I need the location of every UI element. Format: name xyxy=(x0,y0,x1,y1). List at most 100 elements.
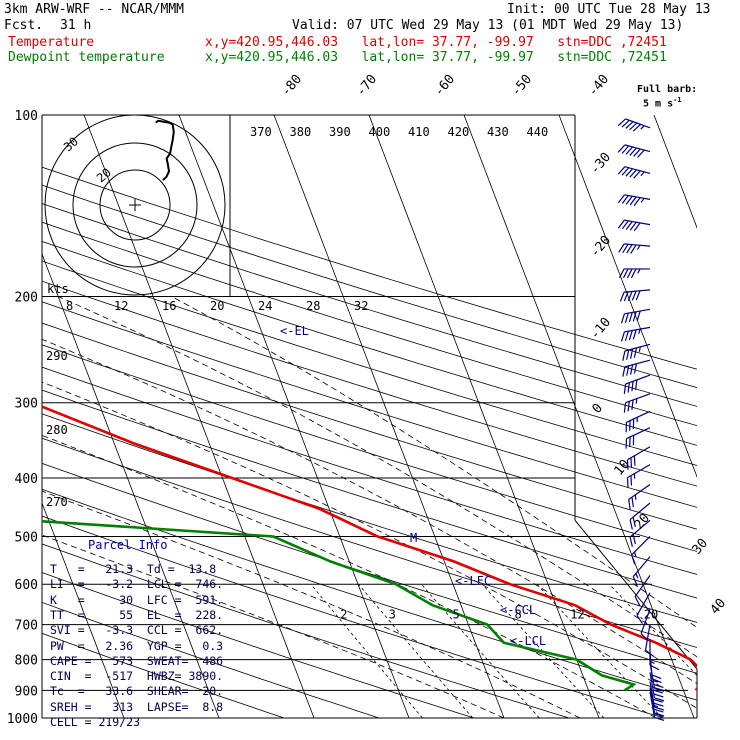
barb-flag xyxy=(622,268,629,279)
dry-adiabat xyxy=(42,301,697,508)
barb-flag xyxy=(629,196,637,206)
dry-adiabat xyxy=(42,260,697,466)
theta-label-380: 380 xyxy=(290,125,312,139)
theta-label-390: 390 xyxy=(329,125,351,139)
dry-adiabat xyxy=(42,543,570,719)
barb-flag xyxy=(617,118,626,127)
barb-staff xyxy=(624,308,651,315)
parcel-row: Tc = 33.6 SHEAR= 20. xyxy=(50,684,224,699)
isotherm-label: -60 xyxy=(432,72,459,100)
isotherm-label: -30 xyxy=(588,150,615,178)
barb-flag xyxy=(636,244,641,250)
right-axis-lower xyxy=(574,519,698,718)
barb-note-exponent: -1 xyxy=(673,96,682,104)
parcel-row: PW = 2.36 YGP = 0.3 xyxy=(50,638,224,653)
wind-barb xyxy=(628,484,651,510)
barb-flag xyxy=(633,197,641,206)
parcel-row: TT = 55 EL = 228. xyxy=(50,607,224,622)
pressure-label-600: 600 xyxy=(15,578,38,593)
hodo-ring-label-20: 20 xyxy=(94,165,114,185)
barb-flag xyxy=(623,402,627,413)
barb-flag xyxy=(630,457,633,468)
parcel-row: SVI = -3.3 CCL = 662. xyxy=(50,623,224,638)
wind-barb xyxy=(626,446,651,470)
barb-flag xyxy=(652,678,662,684)
wind-barb xyxy=(636,592,651,625)
wind-barb xyxy=(649,681,665,711)
wind-barb xyxy=(625,410,651,433)
barb-flag xyxy=(652,704,659,708)
barb-flag xyxy=(629,147,637,156)
barb-flag xyxy=(633,170,641,179)
barb-flag xyxy=(630,244,637,254)
barb-staff xyxy=(624,166,651,175)
barb-flag xyxy=(632,534,636,545)
barb-staff xyxy=(625,393,651,404)
barb-flag xyxy=(617,219,625,229)
barb-flag xyxy=(635,379,638,390)
hodo-ring-label-30: 30 xyxy=(61,134,81,154)
barb-flag xyxy=(631,399,634,410)
barb-flag xyxy=(621,119,630,128)
dry-adiabat xyxy=(42,184,697,388)
wind-barb xyxy=(632,556,651,586)
wind-barb xyxy=(617,118,651,132)
barb-staff xyxy=(629,502,651,521)
pressure-label-1000: 1000 xyxy=(7,712,38,727)
forecast-label: Fcst. xyxy=(4,18,44,33)
hodo-units: kts xyxy=(47,282,69,296)
wind-barb xyxy=(649,662,665,692)
barb-flag xyxy=(652,679,659,683)
wind-barb xyxy=(618,268,650,279)
isotherm-label: -10 xyxy=(588,315,615,343)
isotherm-label: -40 xyxy=(586,72,613,100)
barb-flag xyxy=(630,268,637,279)
barb-staff xyxy=(649,687,656,714)
barb-staff xyxy=(624,359,651,368)
barb-flag xyxy=(633,455,636,466)
barb-staff xyxy=(640,608,651,634)
hodo-speed-label-16: 16 xyxy=(162,299,176,313)
dry-adiabat xyxy=(42,203,697,407)
barb-flag xyxy=(632,329,637,340)
hodo-speed-label-20: 20 xyxy=(210,299,224,313)
parcel-info-title: Parcel Info xyxy=(88,538,168,552)
barb-staff xyxy=(624,144,651,153)
wind-barb xyxy=(625,427,651,449)
hodo-speed-label-24: 24 xyxy=(258,299,272,313)
barb-flag xyxy=(629,221,637,231)
barb-flag xyxy=(617,194,625,204)
barb-flag xyxy=(617,166,626,175)
barb-staff xyxy=(649,681,656,708)
wind-barb xyxy=(626,464,651,488)
barb-flag xyxy=(638,328,641,335)
barb-flag xyxy=(625,121,634,129)
barb-flag xyxy=(654,716,665,721)
theta-label-410: 410 xyxy=(408,125,430,139)
barb-staff xyxy=(625,374,651,385)
mixing-ratio-label-2: 2 xyxy=(340,608,347,622)
isotherm-label: -20 xyxy=(588,233,615,261)
barb-flag xyxy=(653,708,664,713)
wind-barb xyxy=(617,219,651,232)
theta-label-440: 440 xyxy=(527,125,549,139)
barb-flag xyxy=(631,554,636,565)
dry-adiabat xyxy=(42,241,697,446)
barb-flag xyxy=(640,125,645,130)
temperature-line xyxy=(42,405,697,692)
wind-barb xyxy=(631,536,651,565)
parcel-row: CELL = 219/23 xyxy=(50,715,141,729)
wind-barb xyxy=(617,194,651,206)
mixing-ratio-label-3: 3 xyxy=(389,608,396,622)
barb-staff xyxy=(644,624,651,651)
hodo-ring xyxy=(72,142,198,268)
barb-flag xyxy=(651,674,662,680)
isotherm xyxy=(83,115,315,719)
wind-barb xyxy=(629,502,651,530)
dry-adiabat xyxy=(42,601,380,719)
wind-barb xyxy=(634,575,651,606)
pressure-label-800: 800 xyxy=(15,654,38,669)
barb-staff xyxy=(634,575,651,597)
barb-flag xyxy=(617,144,626,153)
